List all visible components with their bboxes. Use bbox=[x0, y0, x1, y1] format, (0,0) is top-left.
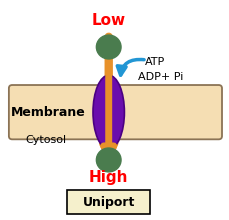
Text: Membrane: Membrane bbox=[11, 106, 85, 119]
Text: Uniport: Uniport bbox=[82, 196, 135, 209]
FancyBboxPatch shape bbox=[67, 190, 150, 214]
Circle shape bbox=[96, 148, 121, 172]
Text: High: High bbox=[89, 170, 128, 185]
FancyBboxPatch shape bbox=[9, 85, 222, 139]
FancyArrowPatch shape bbox=[117, 59, 144, 75]
Text: Low: Low bbox=[92, 13, 126, 28]
Text: ATP: ATP bbox=[144, 57, 165, 67]
Text: Cytosol: Cytosol bbox=[26, 136, 67, 145]
Text: ADP+ Pi: ADP+ Pi bbox=[138, 72, 183, 82]
Ellipse shape bbox=[93, 75, 124, 149]
Circle shape bbox=[96, 35, 121, 59]
